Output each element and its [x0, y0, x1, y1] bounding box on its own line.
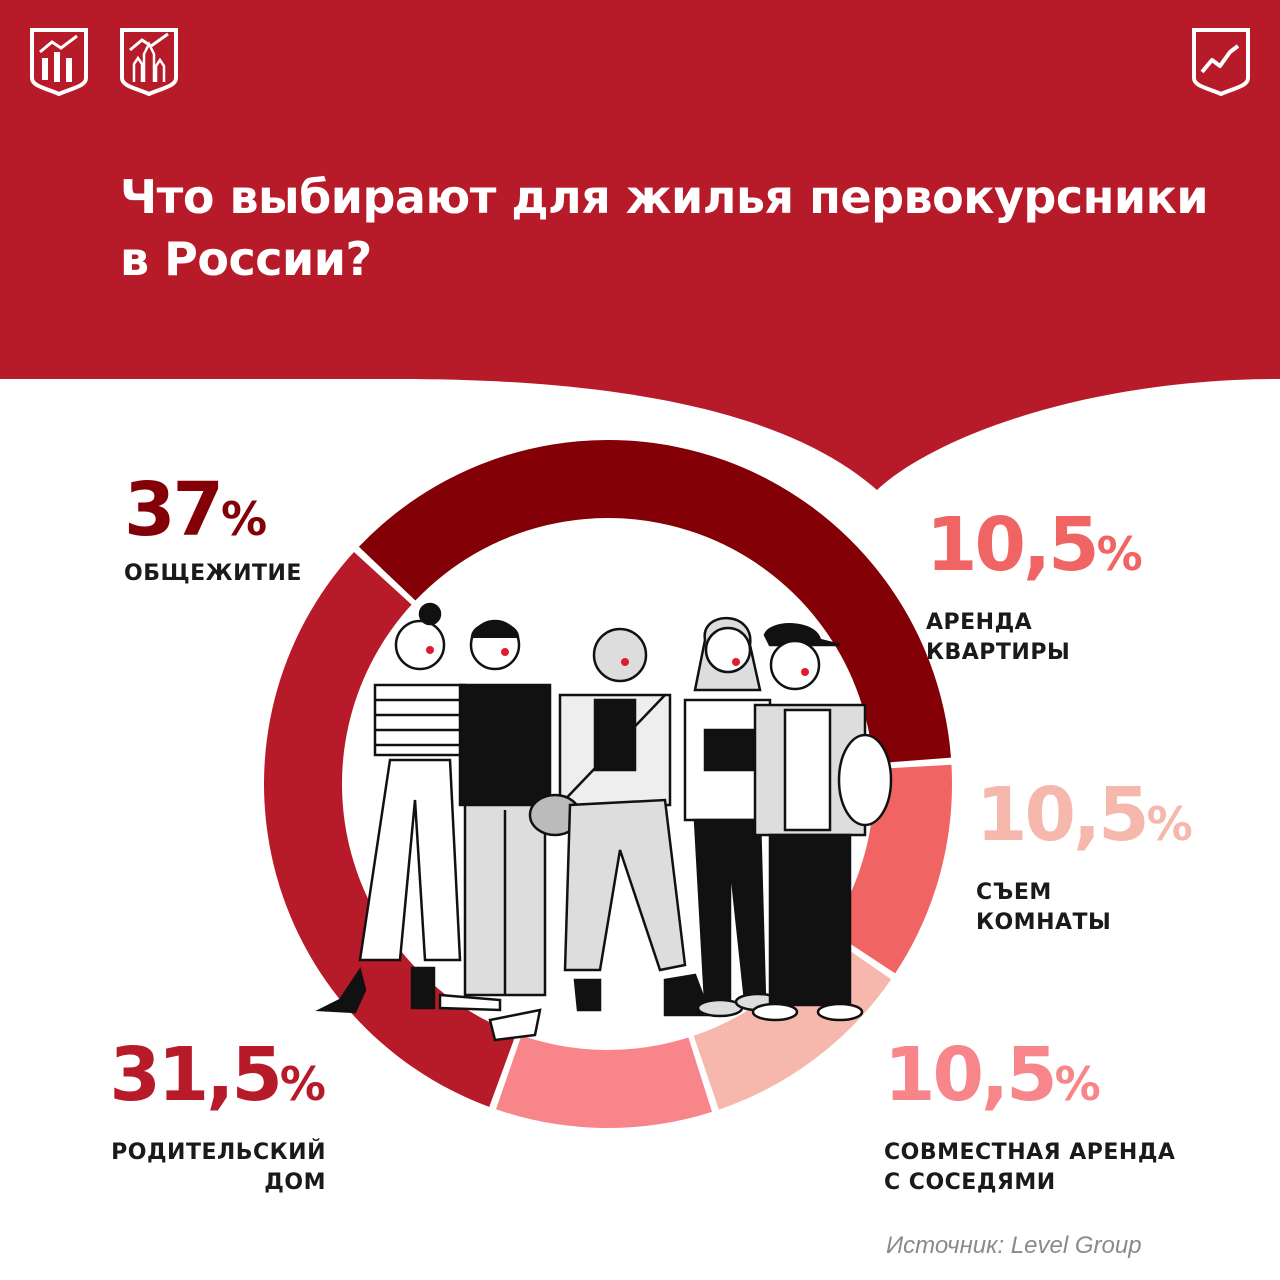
page-title: Что выбирают для жилья первокурсники в Р…	[120, 170, 1209, 286]
students-illustration	[315, 602, 893, 1042]
student-figure	[528, 627, 712, 1017]
parents-caption-2: ДОМ	[264, 1170, 326, 1195]
chart-shield-logo	[30, 28, 88, 97]
label-shared: 10,5% СОВМЕСТНАЯ АРЕНДА С СОСЕДЯМИ	[884, 1035, 1175, 1198]
parents-caption-1: РОДИТЕЛЬСКИЙ	[111, 1140, 326, 1165]
apartment-caption-1: АРЕНДА	[926, 610, 1033, 635]
room-caption-1: СЪЕМ	[976, 880, 1052, 905]
label-apartment: 10,5% АРЕНДА КВАРТИРЫ	[926, 505, 1143, 668]
shared-value: 10,5%	[884, 1032, 1101, 1118]
source-note: Источник: Level Group	[886, 1232, 1142, 1259]
kremlin-shield-logo	[120, 28, 178, 97]
student-figure	[315, 602, 467, 1014]
growth-shield-logo	[1192, 28, 1250, 97]
dorm-caption: ОБЩЕЖИТИЕ	[124, 561, 302, 586]
room-caption-2: КОМНАТЫ	[976, 910, 1112, 935]
apartment-value: 10,5%	[926, 502, 1143, 588]
label-dorm: 37% ОБЩЕЖИТИЕ	[124, 470, 302, 589]
room-value: 10,5%	[976, 772, 1193, 858]
donut-segment-0	[358, 440, 951, 764]
apartment-caption-2: КВАРТИРЫ	[926, 640, 1071, 665]
student-figure	[438, 619, 552, 1042]
donut-segment-1	[830, 764, 953, 974]
student-figure	[751, 623, 893, 1022]
shared-caption-2: С СОСЕДЯМИ	[884, 1170, 1056, 1195]
donut-segment-4	[264, 552, 517, 1107]
header-wave	[0, 0, 1280, 490]
parents-value: 31,5%	[109, 1032, 326, 1118]
shared-caption-1: СОВМЕСТНАЯ АРЕНДА	[884, 1140, 1176, 1165]
donut-segment-3	[496, 1035, 713, 1128]
dorm-value: 37%	[124, 467, 268, 553]
label-room: 10,5% СЪЕМ КОМНАТЫ	[976, 775, 1193, 938]
label-parents: 31,5% РОДИТЕЛЬСКИЙ ДОМ	[100, 1035, 326, 1198]
